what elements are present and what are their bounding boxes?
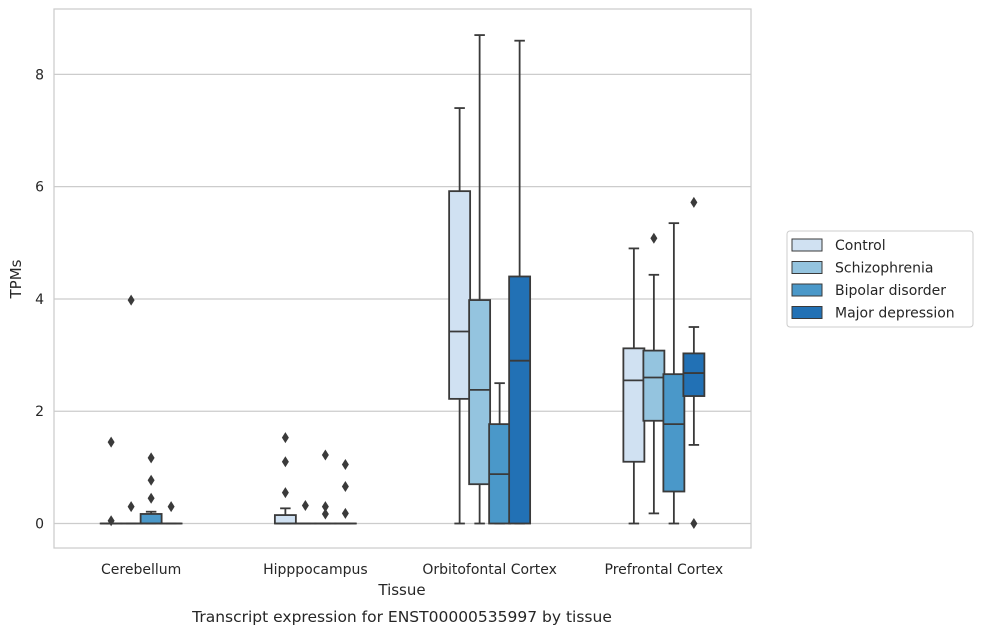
x-tick-label: Cerebellum	[101, 562, 181, 578]
outlier-point	[107, 515, 115, 527]
box-control	[273, 432, 297, 525]
box-iqr	[682, 352, 706, 397]
outlier-point	[341, 459, 349, 471]
box-iqr	[448, 190, 472, 400]
box-major-depression	[508, 39, 532, 525]
box-iqr	[508, 275, 532, 525]
outlier-point	[127, 294, 135, 306]
outlier-point	[690, 196, 698, 208]
outlier-point	[301, 500, 309, 512]
outlier-point	[321, 449, 329, 461]
legend-swatch	[791, 306, 823, 319]
box-iqr	[273, 514, 297, 525]
box-bipolar-disorder	[139, 452, 163, 525]
x-tick-label: Prefrontal Cortex	[605, 562, 724, 578]
legend-label: Control	[835, 238, 886, 254]
box-major-depression	[159, 501, 183, 525]
outlier-point	[281, 432, 289, 444]
box-bipolar-disorder	[662, 222, 686, 525]
box-iqr	[662, 373, 686, 493]
y-tick-label: 6	[35, 180, 44, 196]
x-axis-label: Tissue	[377, 581, 425, 599]
box-iqr	[139, 513, 163, 525]
outlier-point	[321, 508, 329, 520]
outlier-point	[127, 501, 135, 513]
plot-frame	[53, 8, 752, 549]
outlier-point	[147, 492, 155, 504]
box-bipolar-disorder	[488, 382, 512, 525]
x-tick-label: Orbitofontal Cortex	[422, 562, 557, 578]
outlier-point	[341, 480, 349, 492]
outlier-point	[321, 501, 329, 513]
legend-label: Bipolar disorder	[835, 283, 946, 299]
outlier-point	[650, 232, 658, 244]
box-schizophrenia	[642, 232, 666, 515]
y-tick-label: 4	[35, 292, 44, 308]
outlier-point	[147, 452, 155, 464]
x-tick-labels: Cerebellum Hipppocampus Orbitofontal Corte…	[101, 562, 723, 578]
y-axis-label: TPMs	[7, 259, 25, 299]
outlier-point	[341, 507, 349, 519]
legend-swatch	[791, 283, 823, 297]
gridlines	[54, 73, 751, 525]
outlier-point	[281, 487, 289, 499]
y-tick-label: 2	[35, 404, 44, 420]
outlier-point	[107, 436, 115, 448]
outlier-point	[690, 518, 698, 529]
box-iqr	[622, 347, 646, 463]
box-control	[448, 107, 472, 525]
y-tick-labels: 0 2 4 6 8	[35, 67, 44, 532]
box-bipolar-disorder	[313, 449, 337, 525]
legend-label: Major depression	[835, 306, 955, 322]
box-major-depression	[682, 196, 706, 529]
box-schizophrenia	[119, 294, 143, 525]
legend-swatch	[791, 238, 823, 252]
box-series	[99, 34, 706, 529]
box-schizophrenia	[468, 34, 492, 525]
legend-swatch	[791, 261, 823, 274]
legend: Control Schizophrenia Bipolar disorder Majo…	[786, 230, 974, 328]
outlier-point	[281, 456, 289, 468]
legend-frame	[786, 230, 974, 328]
box-iqr	[468, 299, 492, 486]
legend-label: Schizophrenia	[835, 261, 933, 277]
y-tick-label: 8	[35, 67, 44, 83]
box-control	[622, 247, 646, 525]
y-tick-label: 0	[35, 517, 44, 533]
box-control	[99, 436, 123, 527]
outlier-point	[167, 501, 175, 513]
box-iqr	[642, 349, 666, 422]
box-major-depression	[333, 459, 357, 525]
chart-title: Transcript expression for ENST0000053599…	[191, 608, 612, 626]
outlier-point	[147, 474, 155, 486]
box-schizophrenia	[293, 500, 317, 525]
x-tick-label: Hipppocampus	[263, 562, 368, 578]
